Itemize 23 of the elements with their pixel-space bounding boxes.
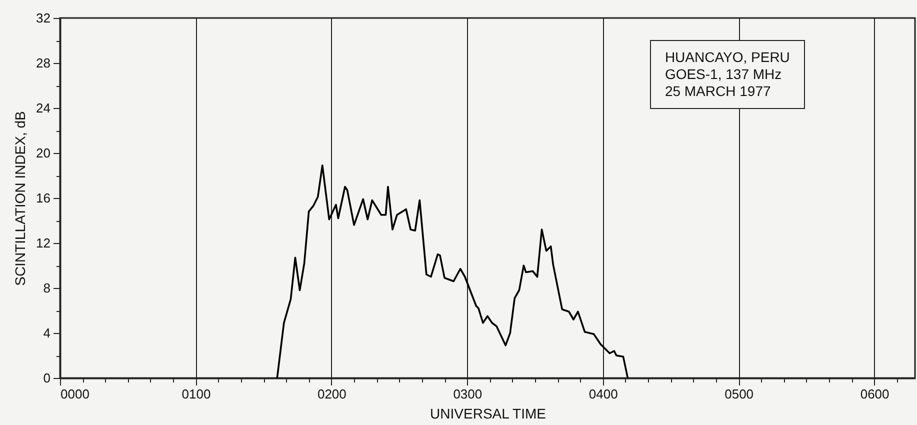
line-series bbox=[276, 164, 629, 378]
annotation: HUANCAYO, PERU bbox=[664, 49, 790, 66]
y-axis-title: SCINTILLATION INDEX, dB bbox=[12, 111, 28, 286]
y-tick-label: 20 bbox=[36, 146, 50, 160]
x-tick-label: 0100 bbox=[182, 386, 211, 402]
y-tick-label: 0 bbox=[43, 370, 50, 386]
y-tick-label: 32 bbox=[36, 10, 50, 26]
x-tick-label: 0300 bbox=[453, 386, 482, 402]
y-tick-label: 4 bbox=[43, 326, 50, 340]
y-tick-label: 8 bbox=[43, 280, 50, 296]
y-tick-label: 28 bbox=[36, 56, 50, 70]
y-tick-label: 24 bbox=[36, 100, 50, 116]
note-box: HUANCAYO, PERU GOES-1, 137 MHz 25 MARCH 1977 bbox=[650, 40, 805, 109]
y-tick-label: 16 bbox=[36, 190, 50, 206]
x-tick-label: 0600 bbox=[860, 386, 890, 402]
y-tick-label: 12 bbox=[36, 236, 50, 250]
x-tick-label: 0500 bbox=[724, 386, 754, 402]
x-tick-label: 0000 bbox=[60, 386, 90, 402]
x-tick-label: 0400 bbox=[588, 386, 618, 402]
annotation: GOES-1, 137 MHz bbox=[664, 66, 783, 83]
x-axis-title: UNIVERSAL TIME bbox=[430, 406, 546, 422]
x-tick-label: 0200 bbox=[317, 386, 346, 402]
annotation: 25 MARCH 1977 bbox=[664, 83, 772, 100]
